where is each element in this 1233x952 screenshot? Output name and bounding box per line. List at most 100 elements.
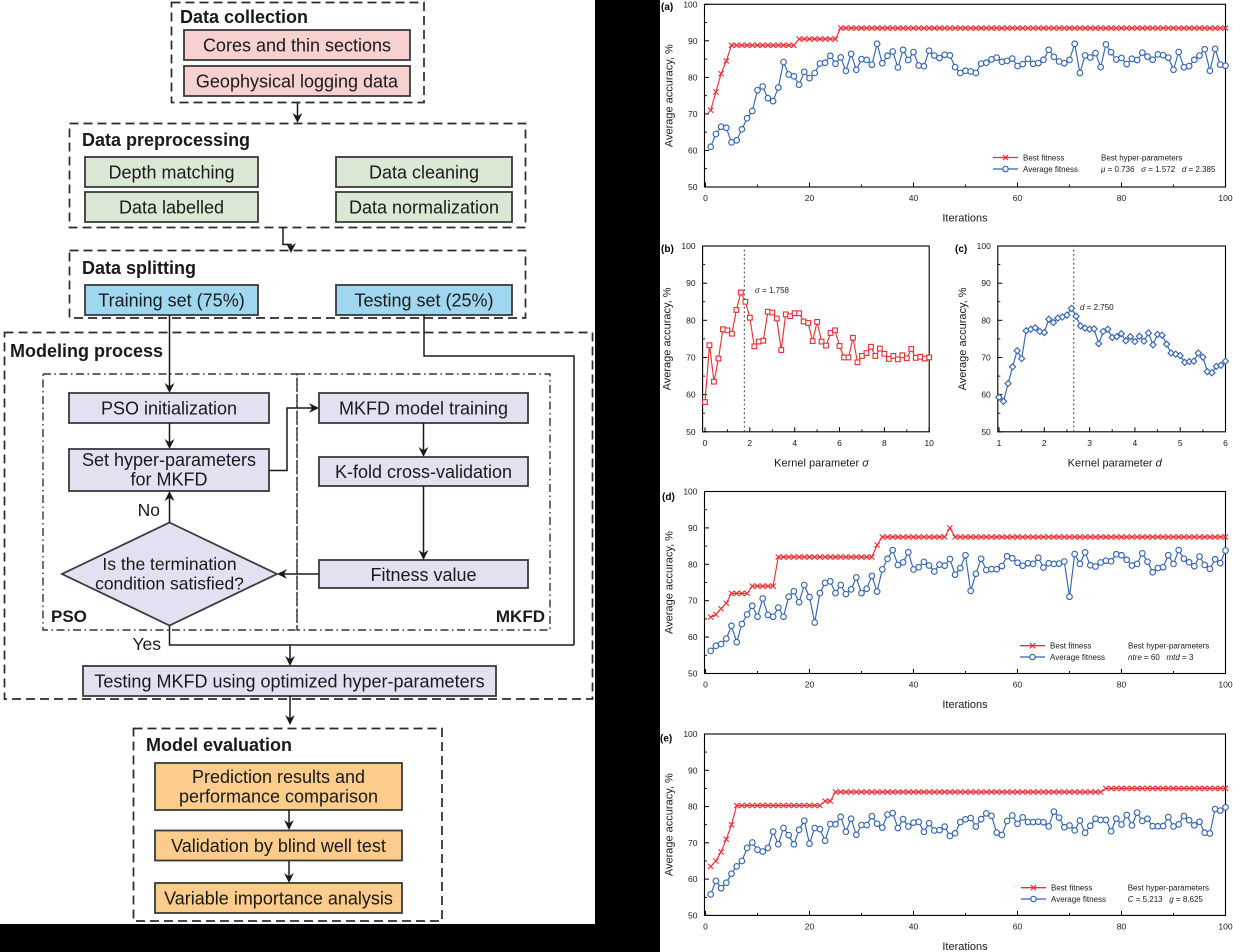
svg-text:0: 0: [703, 680, 708, 690]
svg-text:60: 60: [688, 632, 698, 642]
svg-text:Training set (75%): Training set (75%): [98, 291, 244, 311]
svg-text:100: 100: [1218, 921, 1232, 931]
svg-text:condition satisfied?: condition satisfied?: [95, 574, 244, 594]
svg-text:80: 80: [1117, 921, 1127, 931]
svg-text:Best hyper-parameters: Best hyper-parameters: [1128, 642, 1209, 651]
svg-text:MKFD model training: MKFD model training: [339, 399, 508, 419]
svg-text:50: 50: [688, 182, 698, 192]
svg-text:Average fitness: Average fitness: [1051, 895, 1106, 904]
svg-text:Average accuracy, %: Average accuracy, %: [664, 531, 676, 634]
svg-text:Best hyper-parameters: Best hyper-parameters: [1128, 884, 1209, 893]
svg-text:Iterations: Iterations: [942, 699, 988, 711]
svg-text:(a): (a): [661, 2, 673, 13]
svg-text:0: 0: [703, 438, 708, 448]
svg-text:C = 5.213 g = 8.625: C = 5.213 g = 8.625: [1128, 895, 1204, 904]
svg-text:20: 20: [805, 680, 815, 690]
svg-text:for MKFD: for MKFD: [130, 470, 207, 490]
svg-text:20: 20: [805, 193, 815, 203]
svg-text:80: 80: [1117, 680, 1127, 690]
svg-text:MKFD: MKFD: [496, 607, 545, 626]
svg-text:50: 50: [981, 427, 991, 437]
svg-text:100: 100: [1218, 680, 1232, 690]
svg-text:Testing MKFD using optimized h: Testing MKFD using optimized hyper-param…: [94, 672, 484, 692]
svg-text:d = 2.750: d = 2.750: [1080, 303, 1114, 312]
svg-text:80: 80: [688, 802, 698, 812]
svg-text:Data normalization: Data normalization: [349, 198, 499, 218]
svg-text:100: 100: [683, 729, 697, 739]
svg-text:40: 40: [909, 680, 919, 690]
svg-text:70: 70: [688, 596, 698, 606]
svg-text:2: 2: [1042, 438, 1047, 448]
svg-text:Yes: Yes: [132, 634, 161, 654]
svg-text:Best fitness: Best fitness: [1050, 642, 1091, 651]
svg-text:80: 80: [981, 315, 991, 325]
svg-text:Fitness value: Fitness value: [370, 565, 476, 585]
svg-text:100: 100: [977, 241, 991, 251]
svg-text:90: 90: [686, 278, 696, 288]
svg-text:20: 20: [805, 921, 815, 931]
svg-text:Average accuracy, %: Average accuracy, %: [664, 773, 676, 876]
svg-text:60: 60: [688, 874, 698, 884]
svg-text:Depth matching: Depth matching: [108, 163, 234, 183]
svg-text:Set hyper-parameters: Set hyper-parameters: [82, 450, 256, 470]
svg-text:50: 50: [688, 669, 698, 679]
svg-text:Data collection: Data collection: [180, 7, 308, 27]
svg-text:Average accuracy, %: Average accuracy, %: [662, 287, 674, 390]
svg-text:Kernel parameter d: Kernel parameter d: [1068, 458, 1163, 470]
svg-text:100: 100: [683, 0, 697, 9]
svg-text:Testing set (25%): Testing set (25%): [354, 291, 493, 311]
svg-text:40: 40: [909, 193, 919, 203]
svg-text:Average fitness: Average fitness: [1050, 653, 1105, 662]
svg-text:Average fitness: Average fitness: [1023, 165, 1078, 174]
svg-text:Best fitness: Best fitness: [1023, 153, 1064, 162]
svg-text:80: 80: [688, 72, 698, 82]
svg-text:PSO: PSO: [51, 607, 87, 626]
svg-text:Best fitness: Best fitness: [1051, 884, 1092, 893]
svg-text:100: 100: [1218, 193, 1232, 203]
svg-text:Geophysical logging data: Geophysical logging data: [196, 72, 399, 92]
svg-text:1: 1: [997, 438, 1002, 448]
svg-text:5: 5: [1178, 438, 1183, 448]
svg-text:Kernel parameter σ: Kernel parameter σ: [774, 458, 869, 470]
svg-text:60: 60: [688, 146, 698, 156]
svg-text:60: 60: [981, 390, 991, 400]
svg-text:80: 80: [1117, 193, 1127, 203]
svg-text:100: 100: [683, 487, 697, 497]
svg-text:4: 4: [792, 438, 797, 448]
svg-text:Best hyper-parameters: Best hyper-parameters: [1101, 153, 1182, 162]
svg-text:4: 4: [1133, 438, 1138, 448]
svg-text:σ = 1.758: σ = 1.758: [755, 286, 790, 295]
svg-text:Data labelled: Data labelled: [119, 198, 224, 218]
svg-text:(e): (e): [660, 734, 672, 745]
svg-text:90: 90: [688, 523, 698, 533]
svg-text:8: 8: [882, 438, 887, 448]
svg-text:10: 10: [924, 438, 934, 448]
svg-text:Is the termination: Is the termination: [102, 554, 236, 574]
svg-text:90: 90: [688, 765, 698, 775]
svg-text:40: 40: [909, 921, 919, 931]
svg-text:60: 60: [686, 390, 696, 400]
svg-text:Data cleaning: Data cleaning: [369, 163, 479, 183]
svg-text:6: 6: [837, 438, 842, 448]
svg-text:Data preprocessing: Data preprocessing: [82, 130, 250, 150]
svg-text:90: 90: [688, 36, 698, 46]
svg-text:Iterations: Iterations: [942, 213, 988, 225]
svg-text:Average accuracy, %: Average accuracy, %: [664, 44, 676, 147]
svg-text:K-fold cross-validation: K-fold cross-validation: [335, 462, 512, 482]
svg-text:2: 2: [747, 438, 752, 448]
svg-text:50: 50: [686, 427, 696, 437]
svg-text:70: 70: [981, 353, 991, 363]
svg-text:Modeling process: Modeling process: [10, 341, 163, 361]
svg-text:μ = 0.736 σ = 1.572 d = 2.: μ = 0.736 σ = 1.572 d = 2.385: [1100, 165, 1216, 174]
svg-text:3: 3: [1087, 438, 1092, 448]
svg-text:6: 6: [1223, 438, 1228, 448]
svg-text:Validation by blind well test: Validation by blind well test: [171, 836, 386, 856]
svg-text:100: 100: [681, 241, 695, 251]
svg-text:Variable importance analysis: Variable importance analysis: [164, 889, 393, 909]
svg-text:80: 80: [686, 315, 696, 325]
svg-text:0: 0: [703, 193, 708, 203]
svg-text:performance comparison: performance comparison: [179, 787, 378, 807]
svg-text:(b): (b): [661, 244, 674, 255]
svg-text:70: 70: [686, 353, 696, 363]
svg-text:70: 70: [688, 838, 698, 848]
